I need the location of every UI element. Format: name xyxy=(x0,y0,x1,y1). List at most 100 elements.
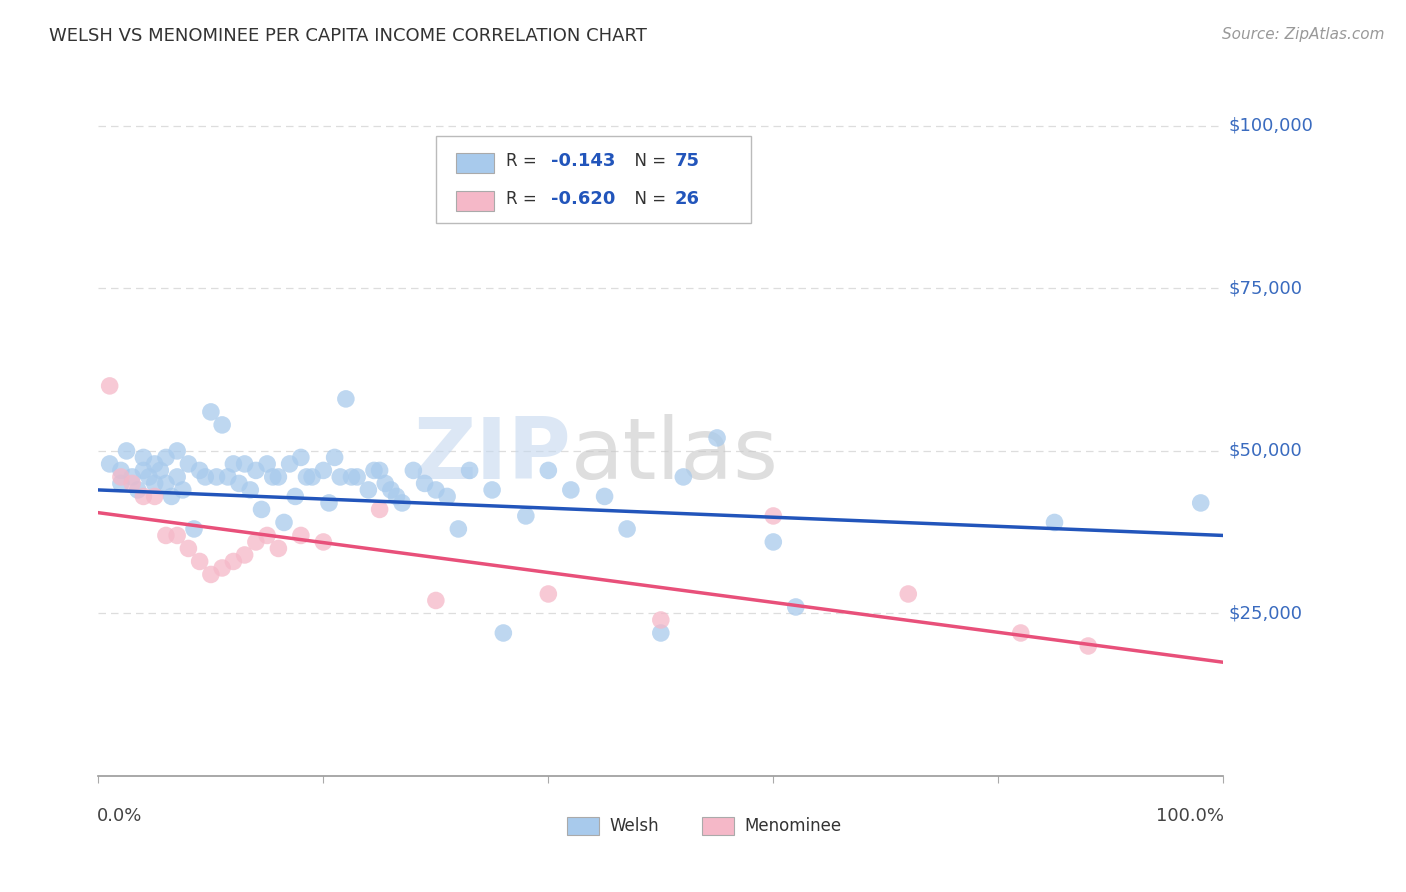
Point xyxy=(492,626,515,640)
Point xyxy=(323,450,346,465)
Text: N =: N = xyxy=(624,190,671,209)
Point xyxy=(262,470,284,484)
Point xyxy=(537,463,560,477)
FancyBboxPatch shape xyxy=(456,191,495,211)
Text: $75,000: $75,000 xyxy=(1229,279,1303,297)
Text: Source: ZipAtlas.com: Source: ZipAtlas.com xyxy=(1222,27,1385,42)
Point xyxy=(177,457,200,471)
Point xyxy=(1077,639,1099,653)
Point xyxy=(155,476,177,491)
Point xyxy=(616,522,638,536)
Point xyxy=(143,476,166,491)
Point xyxy=(194,470,217,484)
Point xyxy=(205,470,228,484)
Point xyxy=(245,535,267,549)
Point xyxy=(256,528,278,542)
Point xyxy=(211,417,233,432)
Point xyxy=(121,470,143,484)
Text: -0.143: -0.143 xyxy=(551,153,614,170)
Point xyxy=(138,470,160,484)
Point xyxy=(200,405,222,419)
Point xyxy=(278,457,301,471)
Point xyxy=(458,463,481,477)
Text: -0.620: -0.620 xyxy=(551,190,614,209)
Point xyxy=(363,463,385,477)
Point xyxy=(183,522,205,536)
Point xyxy=(250,502,273,516)
Point xyxy=(132,463,155,477)
Point xyxy=(335,392,357,406)
Point xyxy=(160,490,183,504)
Point xyxy=(267,541,290,556)
Point xyxy=(143,457,166,471)
Text: $25,000: $25,000 xyxy=(1229,605,1303,623)
Point xyxy=(200,567,222,582)
Text: WELSH VS MENOMINEE PER CAPITA INCOME CORRELATION CHART: WELSH VS MENOMINEE PER CAPITA INCOME COR… xyxy=(49,27,647,45)
Point xyxy=(290,450,312,465)
Text: $100,000: $100,000 xyxy=(1229,117,1313,135)
Point xyxy=(132,490,155,504)
Text: N =: N = xyxy=(624,153,671,170)
Point xyxy=(155,528,177,542)
Point xyxy=(380,483,402,497)
Point xyxy=(762,508,785,523)
Point xyxy=(290,528,312,542)
Point xyxy=(1043,516,1066,530)
Point xyxy=(256,457,278,471)
Text: 75: 75 xyxy=(675,153,699,170)
Point xyxy=(537,587,560,601)
Point xyxy=(267,470,290,484)
Point xyxy=(149,463,172,477)
Point xyxy=(172,483,194,497)
Point xyxy=(115,444,138,458)
Point xyxy=(340,470,363,484)
Point xyxy=(357,483,380,497)
Point xyxy=(127,483,149,497)
Point xyxy=(177,541,200,556)
Point xyxy=(166,444,188,458)
Text: ZIP: ZIP xyxy=(413,415,571,498)
Point xyxy=(188,554,211,568)
Point xyxy=(425,593,447,607)
Text: 100.0%: 100.0% xyxy=(1156,807,1225,825)
Point xyxy=(368,502,391,516)
Point xyxy=(239,483,262,497)
Point xyxy=(593,490,616,504)
Point xyxy=(785,599,807,614)
Point xyxy=(560,483,582,497)
Point xyxy=(1189,496,1212,510)
Point xyxy=(228,476,250,491)
Point xyxy=(312,463,335,477)
Point xyxy=(346,470,368,484)
Point xyxy=(515,508,537,523)
Point xyxy=(391,496,413,510)
Point xyxy=(436,490,458,504)
Point xyxy=(188,463,211,477)
Point xyxy=(1010,626,1032,640)
Point xyxy=(222,554,245,568)
Point xyxy=(166,528,188,542)
Text: Menominee: Menominee xyxy=(744,817,841,835)
Point xyxy=(98,457,121,471)
Text: $50,000: $50,000 xyxy=(1229,442,1302,460)
Point xyxy=(301,470,323,484)
Point xyxy=(217,470,239,484)
Point xyxy=(211,561,233,575)
Point xyxy=(143,490,166,504)
Text: R =: R = xyxy=(506,190,547,209)
FancyBboxPatch shape xyxy=(703,817,734,835)
Point xyxy=(222,457,245,471)
Point xyxy=(762,535,785,549)
Point xyxy=(132,450,155,465)
Point xyxy=(402,463,425,477)
Point xyxy=(284,490,307,504)
Point xyxy=(155,450,177,465)
Point xyxy=(273,516,295,530)
Point xyxy=(650,626,672,640)
Point xyxy=(672,470,695,484)
Point xyxy=(318,496,340,510)
Point xyxy=(374,476,396,491)
FancyBboxPatch shape xyxy=(456,153,495,173)
Point xyxy=(447,522,470,536)
Point xyxy=(368,463,391,477)
